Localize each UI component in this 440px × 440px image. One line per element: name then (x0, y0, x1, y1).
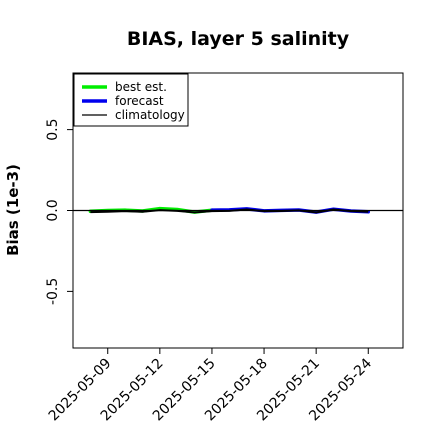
y-tick-label: 0.0 (45, 199, 61, 221)
y-tick-label: -0.5 (45, 278, 61, 305)
series-line-overlay (90, 208, 369, 214)
chart-title: BIAS, layer 5 salinity (127, 28, 350, 50)
y-tick-label: 0.5 (45, 118, 61, 140)
legend-label: forecast (115, 94, 164, 108)
legend-label: best est. (115, 80, 167, 94)
legend-label: climatology (115, 108, 185, 122)
y-axis-label: Bias (1e-3) (4, 164, 22, 256)
